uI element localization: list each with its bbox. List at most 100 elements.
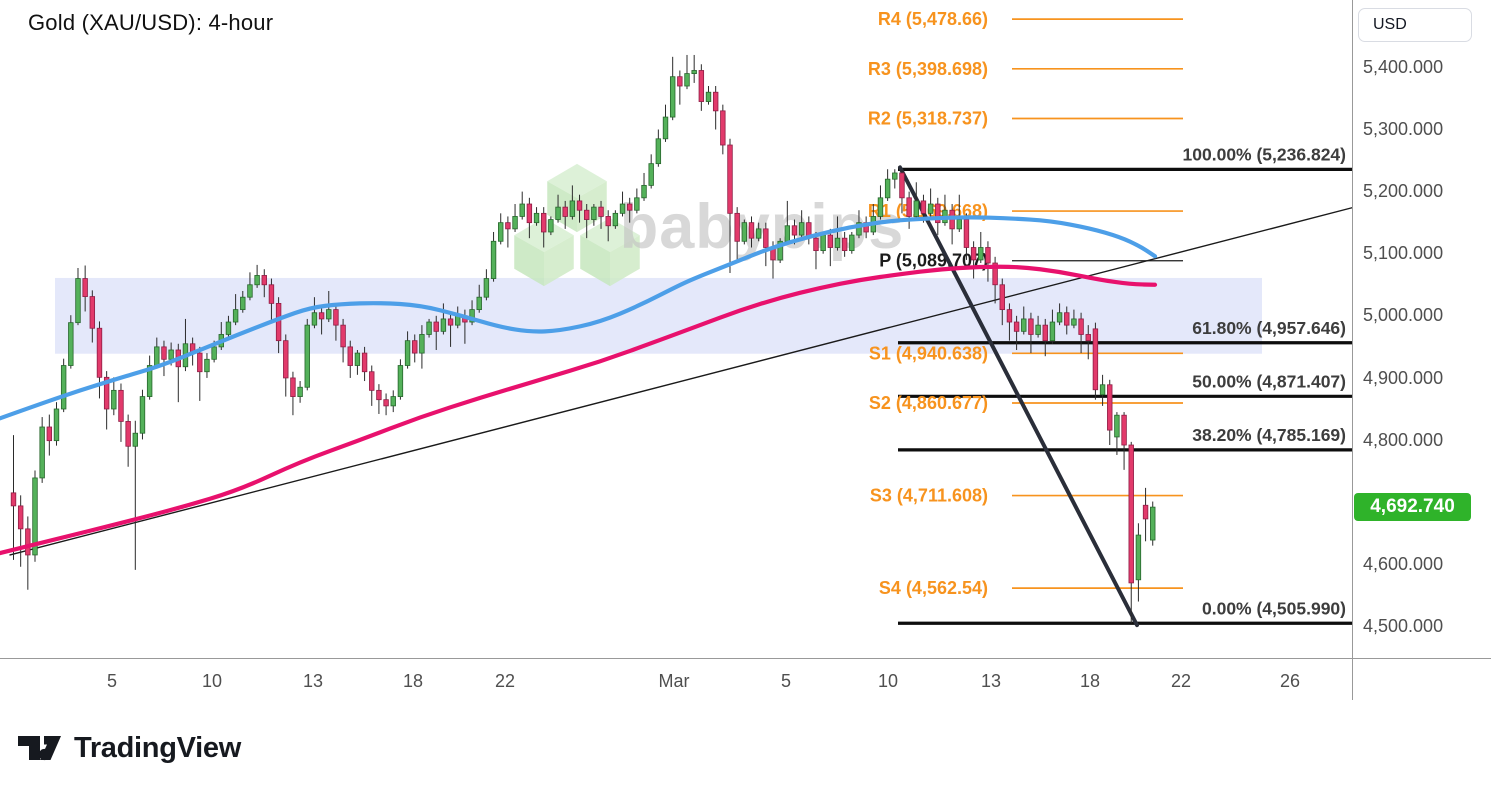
candle-down [10,492,17,507]
candle-down [268,284,275,304]
fib-label: 38.20% (4,785.169) [1192,425,1346,445]
candle-down [605,216,611,227]
candle-up [1071,318,1077,326]
time-tick-label: 18 [1079,671,1101,691]
candle-down [720,110,726,146]
tradingview-icon [18,736,61,761]
candle-up [978,247,984,261]
time-tick-label: 10 [877,671,899,691]
candle-down [347,346,353,366]
candle-up [619,203,626,214]
candle-down [526,203,533,224]
candle-down [369,371,375,391]
candle-up [1035,324,1041,335]
candle-down [505,222,511,230]
candle-down [89,296,96,329]
candle-down [677,76,683,87]
candle-up [225,321,232,335]
candle-down [1121,414,1127,446]
cube-icon [580,235,610,287]
candle-up [705,91,712,102]
page-title: Gold (XAU/USD): 4-hour [28,10,274,35]
candle-up [641,184,647,199]
candle-up [777,240,783,261]
candle-up [877,197,884,217]
candle-down [963,219,970,248]
candle-up [648,163,654,186]
pivot-label-r4: R4 (5,478.66) [878,9,988,29]
steep-decline-line [898,165,1139,628]
candle-up [168,349,174,360]
candle-up [240,296,246,311]
candle-up [798,222,805,236]
candlestick-layer [10,54,1156,624]
candle-up [476,296,482,311]
candle-down [46,426,53,442]
price-tick-label: 5,400.000 [1363,57,1444,77]
candle-up [569,200,576,217]
candle-up [75,278,81,324]
candle-down [290,377,296,397]
time-tick-label: 22 [1170,671,1192,691]
candle-down [161,346,167,360]
candle-up [132,432,139,447]
cube-icon [580,217,640,252]
candle-up [913,200,919,217]
candle-up [483,278,490,298]
candle-down [584,209,590,220]
candle-down [1078,318,1084,335]
candle-up [60,365,67,410]
pivot-label-s4: S4 (4,562.54) [879,578,988,598]
candle-up [612,212,619,227]
cube-icon [514,235,544,287]
candle-up [669,76,676,118]
candle-down [261,275,267,286]
candle-down [541,212,547,233]
candle-down [333,309,339,326]
price-tick-label: 5,300.000 [1363,119,1444,140]
candle-up [254,275,260,286]
candle-down [899,172,905,199]
candle-down [318,312,325,320]
candle-down [992,262,998,286]
pivot-label-s2: S2 (4,860.677) [869,393,988,413]
candle-down [727,144,733,214]
candle-up [1049,321,1056,342]
candle-up [146,365,153,397]
candle-down [970,247,977,261]
last-price-badge: 4,692.740 [1354,493,1471,522]
time-tick-label: 5 [106,671,117,691]
candle-down [1028,318,1034,335]
candle-down [906,197,912,217]
candle-down [1064,312,1070,326]
candle-up [111,389,117,410]
currency-toggle-button[interactable]: USD [1358,8,1472,42]
candle-up [834,237,841,248]
price-tick-label: 4,500.000 [1363,616,1444,636]
time-tick-label: 22 [494,671,516,691]
candle-down [576,200,583,211]
candle-up [927,203,934,214]
candle-up [154,346,160,366]
candle-up [591,206,597,220]
candle-down [626,203,633,211]
time-tick-label: 13 [980,671,1002,691]
candle-down [118,389,124,422]
candle-up [755,228,762,239]
tradingview-logo[interactable]: TradingView [16,729,241,767]
candle-down [376,389,382,401]
ascending-support-line [9,207,1353,556]
chart-canvas[interactable]: babypips 100.00% (5,236.824) 61.80% (4,95… [0,0,1491,700]
candle-up [634,197,640,211]
price-tick-label: 4,600.000 [1363,553,1444,574]
cube-icon [547,163,607,198]
candle-up [1099,384,1106,396]
candle-up [397,365,404,397]
candle-down [841,237,848,252]
candle-down [1107,384,1113,431]
candle-up [533,212,540,224]
candle-down [283,340,289,379]
candle-up [419,334,425,354]
pivot-label-p: P (5,089.707) [879,251,988,271]
candle-up [1114,414,1120,438]
